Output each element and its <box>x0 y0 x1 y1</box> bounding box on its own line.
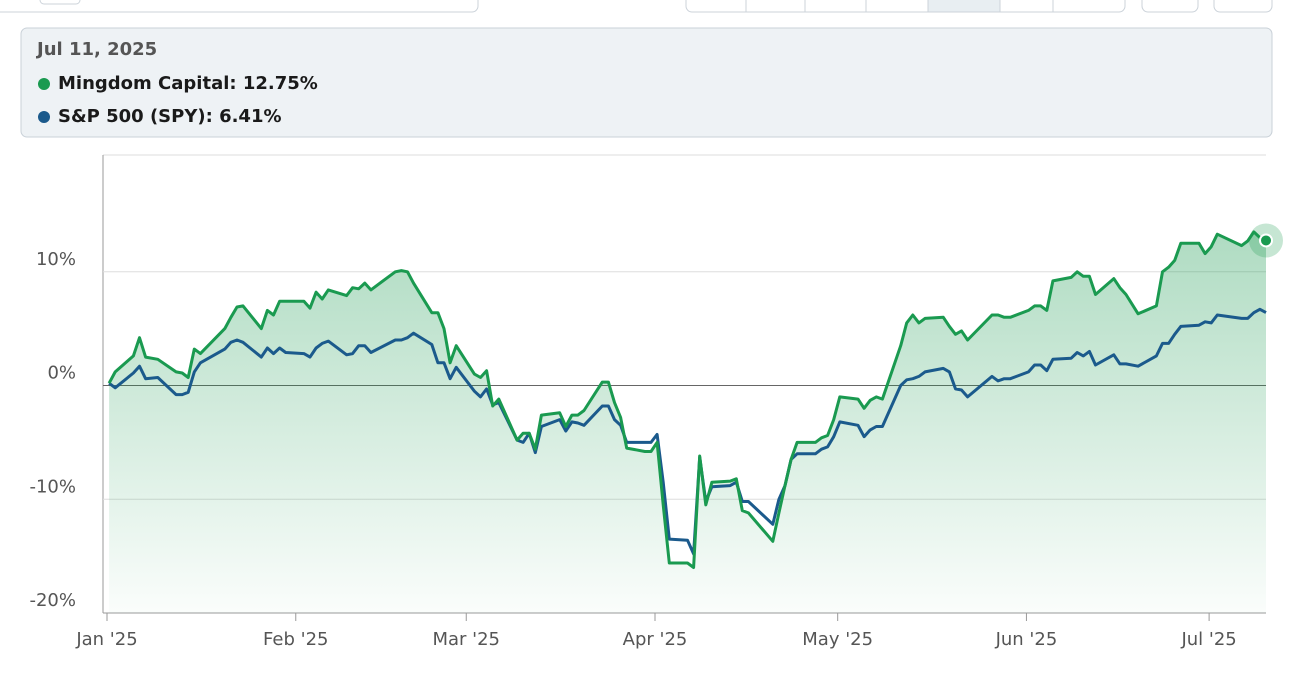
line <box>108 307 1267 556</box>
hover-point <box>1259 233 1273 248</box>
x-tick-label: Jul '25 <box>1180 629 1236 650</box>
line <box>107 230 1267 569</box>
x-tick-label: Jun '25 <box>995 629 1058 650</box>
x-tick-label: May '25 <box>802 629 873 650</box>
search-box[interactable] <box>0 0 479 13</box>
x-tick-label: Feb '25 <box>263 629 328 650</box>
tooltip <box>20 27 1273 138</box>
tooltip-line: S&P 500 (SPY): 6.41% <box>58 106 282 127</box>
tooltip-line: Mingdom Capital: 12.75% <box>58 73 318 94</box>
y-tick-label: 0% <box>47 363 76 384</box>
y-tick-label: -10% <box>29 476 76 497</box>
area <box>109 231 1267 613</box>
tooltip-date: Jul 11, 2025 <box>35 39 157 60</box>
x-tick-label: Mar '25 <box>432 629 500 650</box>
y-tick-label: 10% <box>36 249 76 270</box>
tool-button[interactable] <box>1213 0 1273 13</box>
range-buttons[interactable] <box>685 0 1126 13</box>
tool-button[interactable] <box>1141 0 1199 13</box>
tooltip-dot <box>38 111 50 123</box>
x-tick-label: Apr '25 <box>623 629 688 650</box>
tooltip-dot <box>38 78 50 90</box>
y-tick-label: -20% <box>29 590 76 611</box>
range-button-active[interactable] <box>927 0 1001 13</box>
search-icon[interactable] <box>39 0 81 5</box>
x-tick-label: Jan '25 <box>75 629 137 650</box>
range-dividers <box>745 0 1054 12</box>
